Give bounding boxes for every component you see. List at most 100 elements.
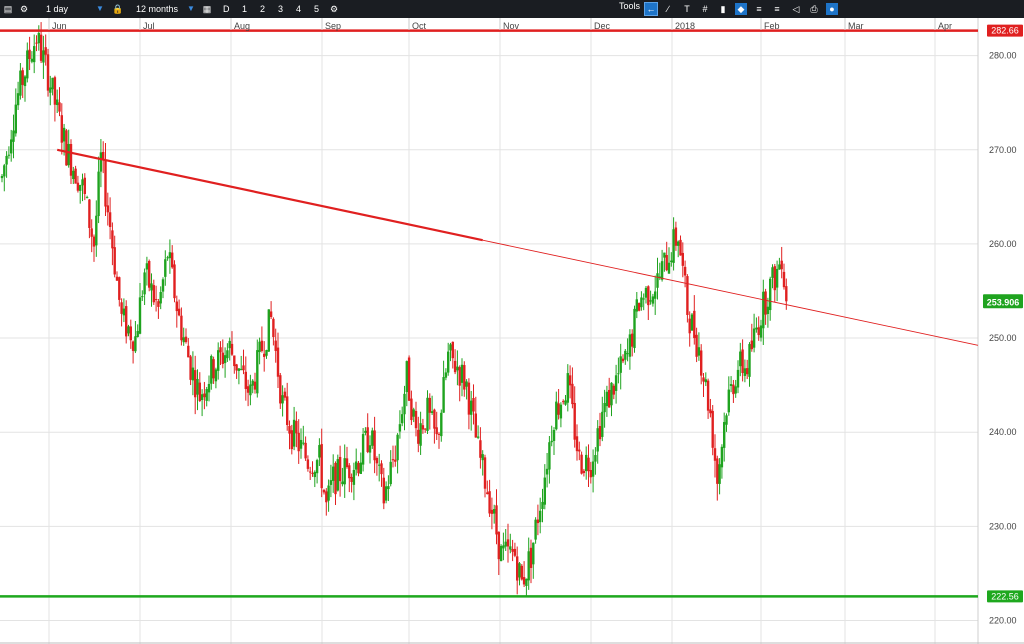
lock-icon[interactable]: 🔒 xyxy=(112,4,124,14)
candle-body xyxy=(739,351,742,367)
range-select[interactable]: 12 months xyxy=(136,4,179,14)
range-button-3[interactable]: 3 xyxy=(278,4,284,14)
candle-body xyxy=(171,252,174,268)
text-icon[interactable]: T xyxy=(684,4,690,14)
candle-body xyxy=(624,350,627,360)
label-icon[interactable]: ≡ xyxy=(774,4,780,14)
candle-body xyxy=(474,413,477,438)
candle-body xyxy=(74,168,77,184)
candle-body xyxy=(686,276,689,315)
candle-body xyxy=(580,454,583,474)
candle-body xyxy=(283,391,287,398)
candle-body xyxy=(281,395,284,404)
candle-body xyxy=(258,341,261,353)
candle-body xyxy=(723,422,726,448)
range-button-d[interactable]: D xyxy=(223,4,230,14)
range-button-4[interactable]: 4 xyxy=(296,4,302,14)
range-button-5[interactable]: 5 xyxy=(314,4,320,14)
interval-select[interactable]: 1 day xyxy=(46,4,69,14)
candle-body xyxy=(102,151,105,160)
gear-icon[interactable]: ⚙ xyxy=(19,4,29,14)
candle-body xyxy=(568,375,572,386)
candle-body xyxy=(410,398,413,421)
settings-icon[interactable]: ⚙ xyxy=(329,4,339,14)
candle-body xyxy=(631,333,634,347)
candle-body xyxy=(318,445,321,458)
y-tick-label: 260.00 xyxy=(989,239,1017,249)
candle-body xyxy=(456,366,459,371)
candle-body xyxy=(251,380,254,386)
interval-dropdown-icon[interactable]: ▼ xyxy=(96,4,104,13)
candle-body xyxy=(72,170,75,180)
candle-body xyxy=(649,300,652,302)
candle-body xyxy=(111,230,114,249)
candle-body xyxy=(773,266,776,291)
candle-body xyxy=(697,347,701,356)
candle-body xyxy=(419,423,422,446)
candle-body xyxy=(626,353,629,355)
candle-body xyxy=(720,446,724,468)
grid-icon[interactable]: # xyxy=(702,4,708,14)
candle-body xyxy=(750,340,753,350)
range-button-1[interactable]: 1 xyxy=(242,4,248,14)
candle-body xyxy=(437,433,441,435)
candle-body xyxy=(327,485,330,501)
candles xyxy=(0,22,788,598)
calendar-icon[interactable]: ▦ xyxy=(202,4,212,14)
candle-body xyxy=(529,547,533,568)
candle-body xyxy=(37,32,40,44)
candle-body xyxy=(79,184,82,191)
candle-body xyxy=(348,465,351,479)
candle-body xyxy=(90,228,93,237)
range-button-2[interactable]: 2 xyxy=(260,4,266,14)
range-dropdown-icon[interactable]: ▼ xyxy=(187,4,195,13)
candle-body xyxy=(343,458,346,485)
price-tag-label: 222.56 xyxy=(991,591,1019,601)
candle-body xyxy=(504,541,507,547)
candle-body xyxy=(329,480,333,485)
candle-body xyxy=(716,458,719,484)
candle-body xyxy=(608,389,611,408)
candle-body xyxy=(127,326,130,334)
tag-icon[interactable]: ◁ xyxy=(792,4,800,14)
candle-body xyxy=(187,345,190,358)
candle-body xyxy=(746,368,749,375)
candlestick-chart[interactable]: 282.66 222.56 253.906 Jun Jul Aug Sep Oct Nov De… xyxy=(0,18,1024,644)
candle-body xyxy=(378,464,381,466)
candle-body xyxy=(159,291,162,304)
candle-body xyxy=(414,410,418,429)
back-arrow-icon[interactable]: ← xyxy=(644,2,658,16)
candle-body xyxy=(108,212,112,227)
line-draw-icon[interactable]: ∕ xyxy=(667,4,669,14)
print-icon[interactable]: ⎙ xyxy=(810,4,818,14)
candle-body xyxy=(619,356,622,373)
fork-icon[interactable]: ◆ xyxy=(735,3,747,15)
candle-body xyxy=(228,340,231,349)
candle-body xyxy=(490,509,494,514)
y-tick-label: 240.00 xyxy=(989,427,1017,437)
candle-body xyxy=(525,578,528,586)
candle-body xyxy=(189,356,192,380)
fib-icon[interactable]: ≡ xyxy=(756,4,762,14)
candle-body xyxy=(709,409,712,414)
candle-body xyxy=(134,336,137,352)
y-tick-label: 280.00 xyxy=(989,51,1017,61)
candle-body xyxy=(325,491,328,503)
candle-body xyxy=(727,389,730,413)
candle-body xyxy=(81,179,84,186)
candle-body xyxy=(493,509,496,514)
candle-body xyxy=(516,556,519,581)
candle-body xyxy=(104,159,107,207)
menu-icon[interactable]: ▤ xyxy=(3,4,13,14)
y-tick-label: 250.00 xyxy=(989,333,1017,343)
x-tick-label: Sep xyxy=(325,21,341,31)
candle-body xyxy=(665,255,668,271)
candle-body xyxy=(442,377,445,413)
bulb-icon[interactable]: ● xyxy=(826,3,838,15)
candle-body xyxy=(449,344,452,351)
candle-body xyxy=(407,357,411,401)
candle-icon[interactable]: ▮ xyxy=(720,4,726,14)
candle-body xyxy=(320,444,323,489)
candle-body xyxy=(752,328,756,348)
candle-body xyxy=(447,351,450,373)
